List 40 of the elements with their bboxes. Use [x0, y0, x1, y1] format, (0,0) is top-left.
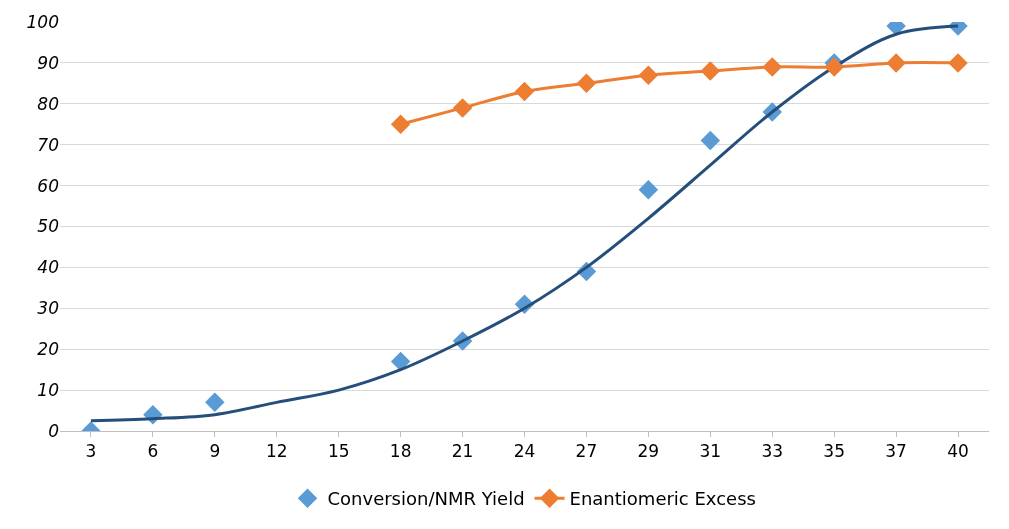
- x-tick-label: 18: [389, 441, 412, 462]
- y-tick-label: 50: [37, 216, 59, 237]
- y-tick-label: 80: [37, 93, 59, 114]
- point: [762, 57, 782, 77]
- point: [948, 53, 968, 73]
- point: [886, 53, 906, 73]
- point: [700, 130, 721, 151]
- point: [638, 179, 659, 200]
- x-tick-label: 21: [451, 441, 474, 462]
- point: [390, 114, 411, 134]
- point: [638, 65, 659, 85]
- x-tick-label: 31: [699, 441, 722, 462]
- legend-label: Conversion/NMR Yield: [327, 488, 525, 510]
- legend-label: Enantiomeric Excess: [569, 488, 756, 510]
- y-tick-label: 30: [37, 298, 59, 319]
- y-tick-label: 10: [37, 380, 59, 401]
- x-tick-label: 40: [947, 441, 969, 462]
- y-tick-label: 90: [37, 52, 59, 73]
- x-tick-label: 15: [327, 441, 350, 462]
- x-tick-label: 6: [147, 441, 159, 462]
- x-tick-label: 27: [575, 441, 598, 462]
- y-tick-label: 0: [48, 420, 59, 441]
- x-tick-label: 9: [209, 441, 221, 462]
- y-tick-label: 100: [26, 11, 59, 32]
- point: [576, 73, 597, 94]
- point: [452, 98, 473, 118]
- x-tick-label: 12: [265, 441, 288, 462]
- x-tick-label: 24: [513, 441, 536, 462]
- y-tick-label: 60: [37, 175, 59, 196]
- x-tick-label: 37: [885, 441, 907, 462]
- y-tick-label: 20: [37, 339, 59, 360]
- point: [700, 61, 721, 81]
- point: [205, 392, 225, 413]
- y-tick-label: 40: [37, 257, 59, 278]
- x-tick-label: 3: [85, 441, 97, 462]
- x-tick-label: 29: [637, 441, 660, 462]
- y-tick-label: 70: [37, 134, 59, 155]
- x-tick-label: 35: [823, 441, 845, 462]
- x-tick-label: 33: [761, 441, 784, 462]
- point: [514, 81, 535, 102]
